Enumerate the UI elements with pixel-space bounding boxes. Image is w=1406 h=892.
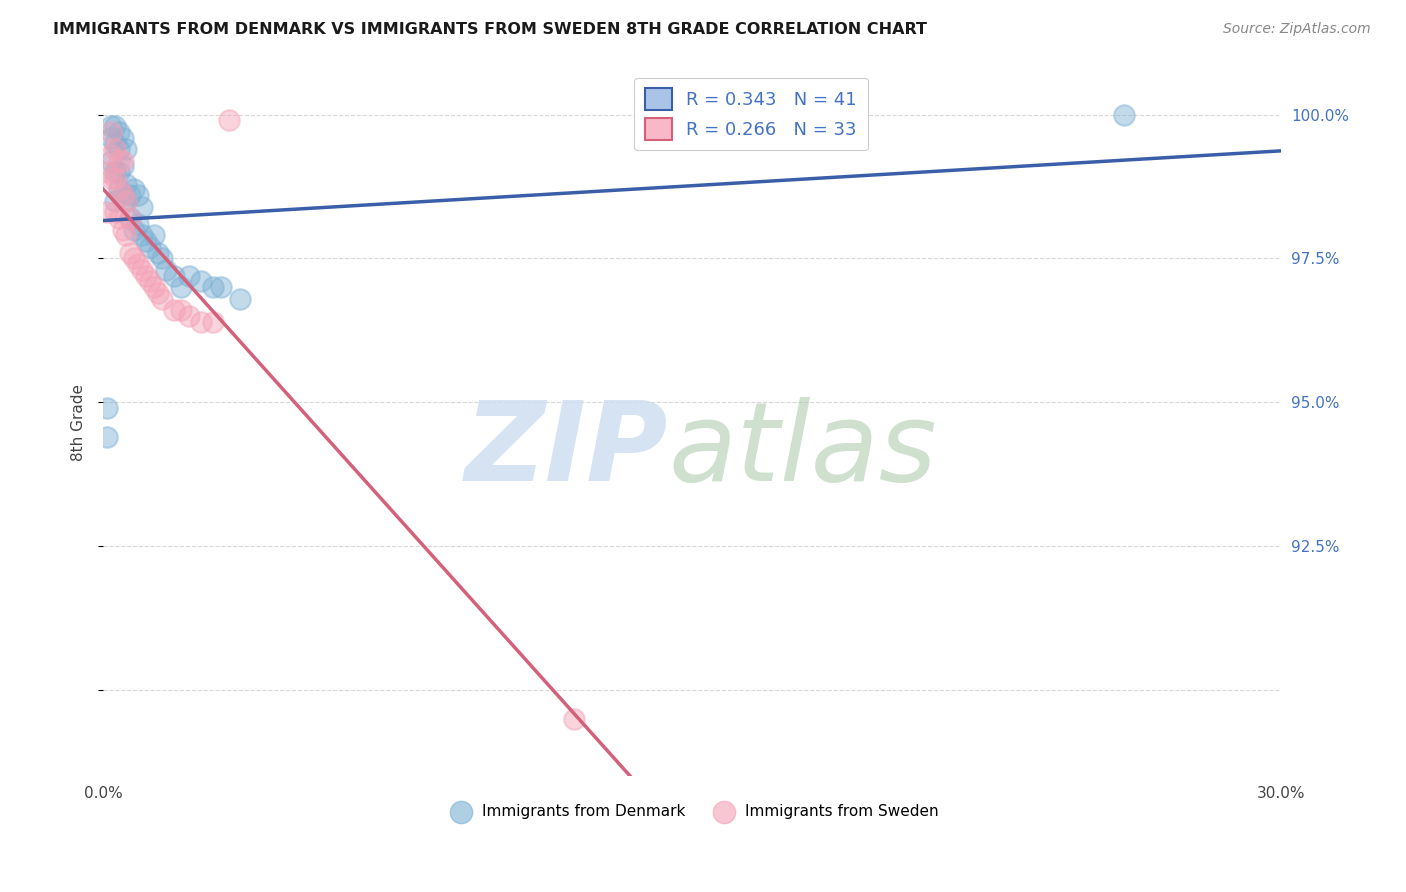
Point (170, 303, 193, 318)
Point (131, 200, 153, 214)
Point (104, 119, 127, 133)
Point (111, 188, 134, 202)
Point (162, 303, 184, 318)
Point (104, 165, 127, 179)
Point (131, 228, 153, 243)
Point (107, 142, 129, 156)
Point (100, 119, 122, 133)
Point (201, 280, 224, 294)
Point (218, 113, 240, 128)
Point (100, 125, 122, 139)
Text: ZIP: ZIP (465, 397, 668, 504)
Point (155, 263, 177, 277)
Point (104, 194, 127, 208)
Point (146, 285, 169, 300)
Point (143, 228, 166, 243)
Point (146, 245, 169, 260)
Point (104, 205, 127, 219)
Point (100, 130, 122, 145)
Point (179, 309, 201, 323)
Point (104, 136, 127, 151)
Point (107, 211, 129, 226)
Point (111, 222, 134, 236)
Point (115, 194, 138, 208)
Point (150, 292, 173, 306)
Point (139, 240, 162, 254)
Point (107, 125, 129, 139)
Point (120, 211, 142, 226)
Legend: Immigrants from Denmark, Immigrants from Sweden: Immigrants from Denmark, Immigrants from… (439, 798, 945, 825)
Point (120, 188, 142, 202)
Point (115, 177, 138, 191)
Point (131, 263, 153, 277)
Text: IMMIGRANTS FROM DENMARK VS IMMIGRANTS FROM SWEDEN 8TH GRADE CORRELATION CHART: IMMIGRANTS FROM DENMARK VS IMMIGRANTS FR… (53, 22, 928, 37)
Point (201, 315, 224, 329)
Point (104, 170, 127, 185)
Point (150, 252, 173, 266)
Point (127, 217, 149, 231)
Point (124, 182, 146, 196)
Point (124, 222, 146, 236)
Point (107, 165, 129, 179)
Point (96, 401, 118, 415)
Point (170, 280, 193, 294)
Text: atlas: atlas (668, 397, 936, 504)
Point (143, 280, 166, 294)
Point (111, 188, 134, 202)
Point (111, 159, 134, 173)
Point (135, 268, 157, 283)
Point (120, 211, 142, 226)
Point (115, 228, 138, 243)
Point (124, 252, 146, 266)
Point (127, 188, 149, 202)
Point (107, 182, 129, 196)
Point (100, 148, 122, 162)
Point (104, 142, 127, 156)
Point (96, 430, 118, 444)
Point (120, 245, 142, 260)
Point (107, 153, 129, 168)
Point (107, 182, 129, 196)
Point (111, 153, 134, 168)
Point (100, 153, 122, 168)
Point (135, 234, 157, 248)
Point (1112, 107, 1135, 121)
Point (229, 292, 252, 306)
Point (179, 268, 201, 283)
Point (162, 268, 184, 283)
Point (96, 165, 118, 179)
Y-axis label: 8th Grade: 8th Grade (72, 384, 86, 461)
Point (209, 280, 232, 294)
Point (115, 142, 138, 156)
Point (115, 194, 138, 208)
Point (139, 274, 162, 288)
Point (127, 257, 149, 271)
Point (190, 274, 212, 288)
Point (100, 170, 122, 185)
Point (562, 712, 585, 726)
Point (190, 315, 212, 329)
Point (96, 205, 118, 219)
Point (111, 130, 134, 145)
Text: Source: ZipAtlas.com: Source: ZipAtlas.com (1223, 22, 1371, 37)
